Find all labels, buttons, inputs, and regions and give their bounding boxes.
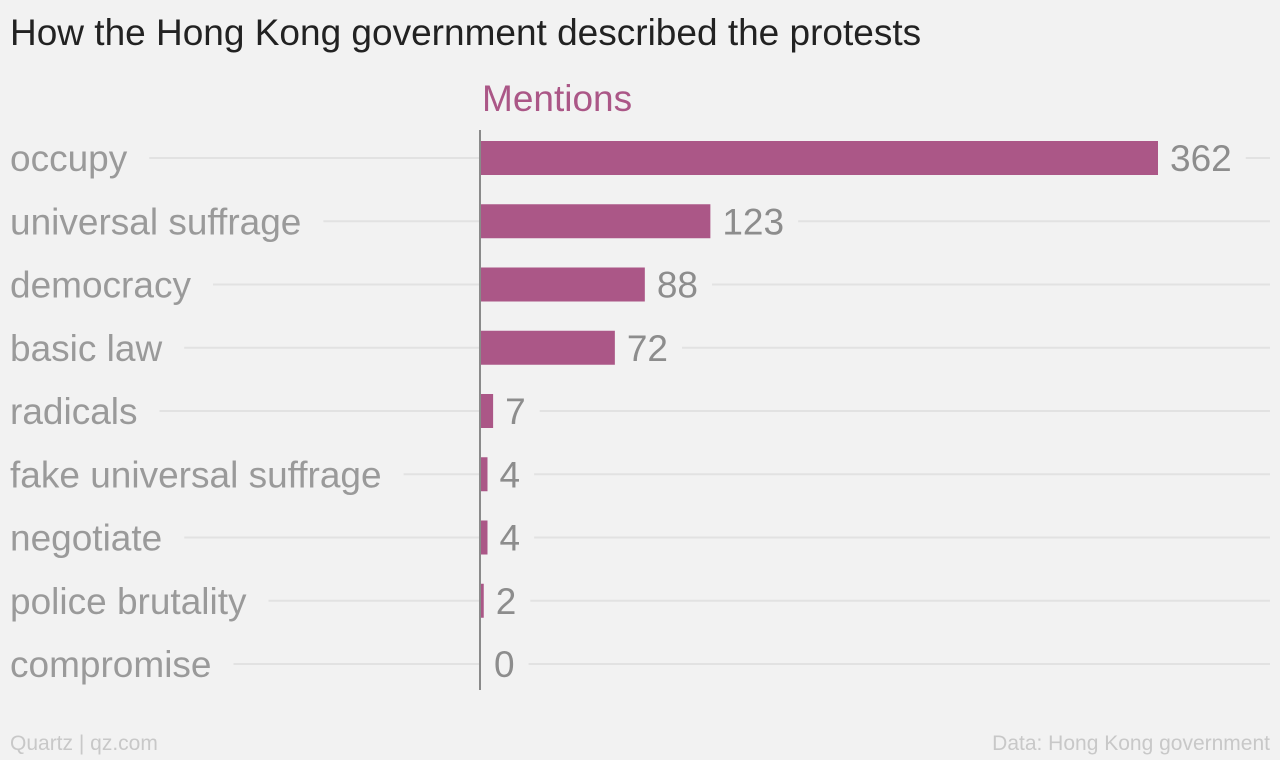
data-label: 0 <box>494 644 515 685</box>
bar <box>480 394 494 428</box>
category-label: police brutality <box>10 581 247 622</box>
bar <box>480 457 488 492</box>
bar <box>480 204 711 239</box>
data-label: 4 <box>499 518 520 559</box>
category-label: compromise <box>10 644 212 685</box>
category-label: basic law <box>10 328 162 369</box>
bar <box>480 520 488 555</box>
category-label: occupy <box>10 138 128 179</box>
category-label: fake universal suffrage <box>10 454 382 495</box>
category-label: radicals <box>10 391 138 432</box>
data-label: 2 <box>496 581 517 622</box>
series-label: Mentions <box>482 78 633 119</box>
data-label: 7 <box>505 391 526 432</box>
category-label: negotiate <box>10 518 162 559</box>
bar <box>480 267 645 302</box>
data-label: 362 <box>1170 138 1232 179</box>
bar <box>480 330 615 365</box>
data-label: 123 <box>722 201 784 242</box>
data-label: 4 <box>499 454 520 495</box>
data-label: 72 <box>627 328 668 369</box>
footer-source: Data: Hong Kong government <box>992 732 1270 755</box>
data-label: 88 <box>657 265 698 306</box>
bar <box>480 141 1158 175</box>
chart-title: How the Hong Kong government described t… <box>10 12 922 53</box>
bar <box>480 583 484 618</box>
category-label: democracy <box>10 265 191 306</box>
footer-credit: Quartz | qz.com <box>10 732 158 755</box>
category-label: universal suffrage <box>10 201 301 242</box>
